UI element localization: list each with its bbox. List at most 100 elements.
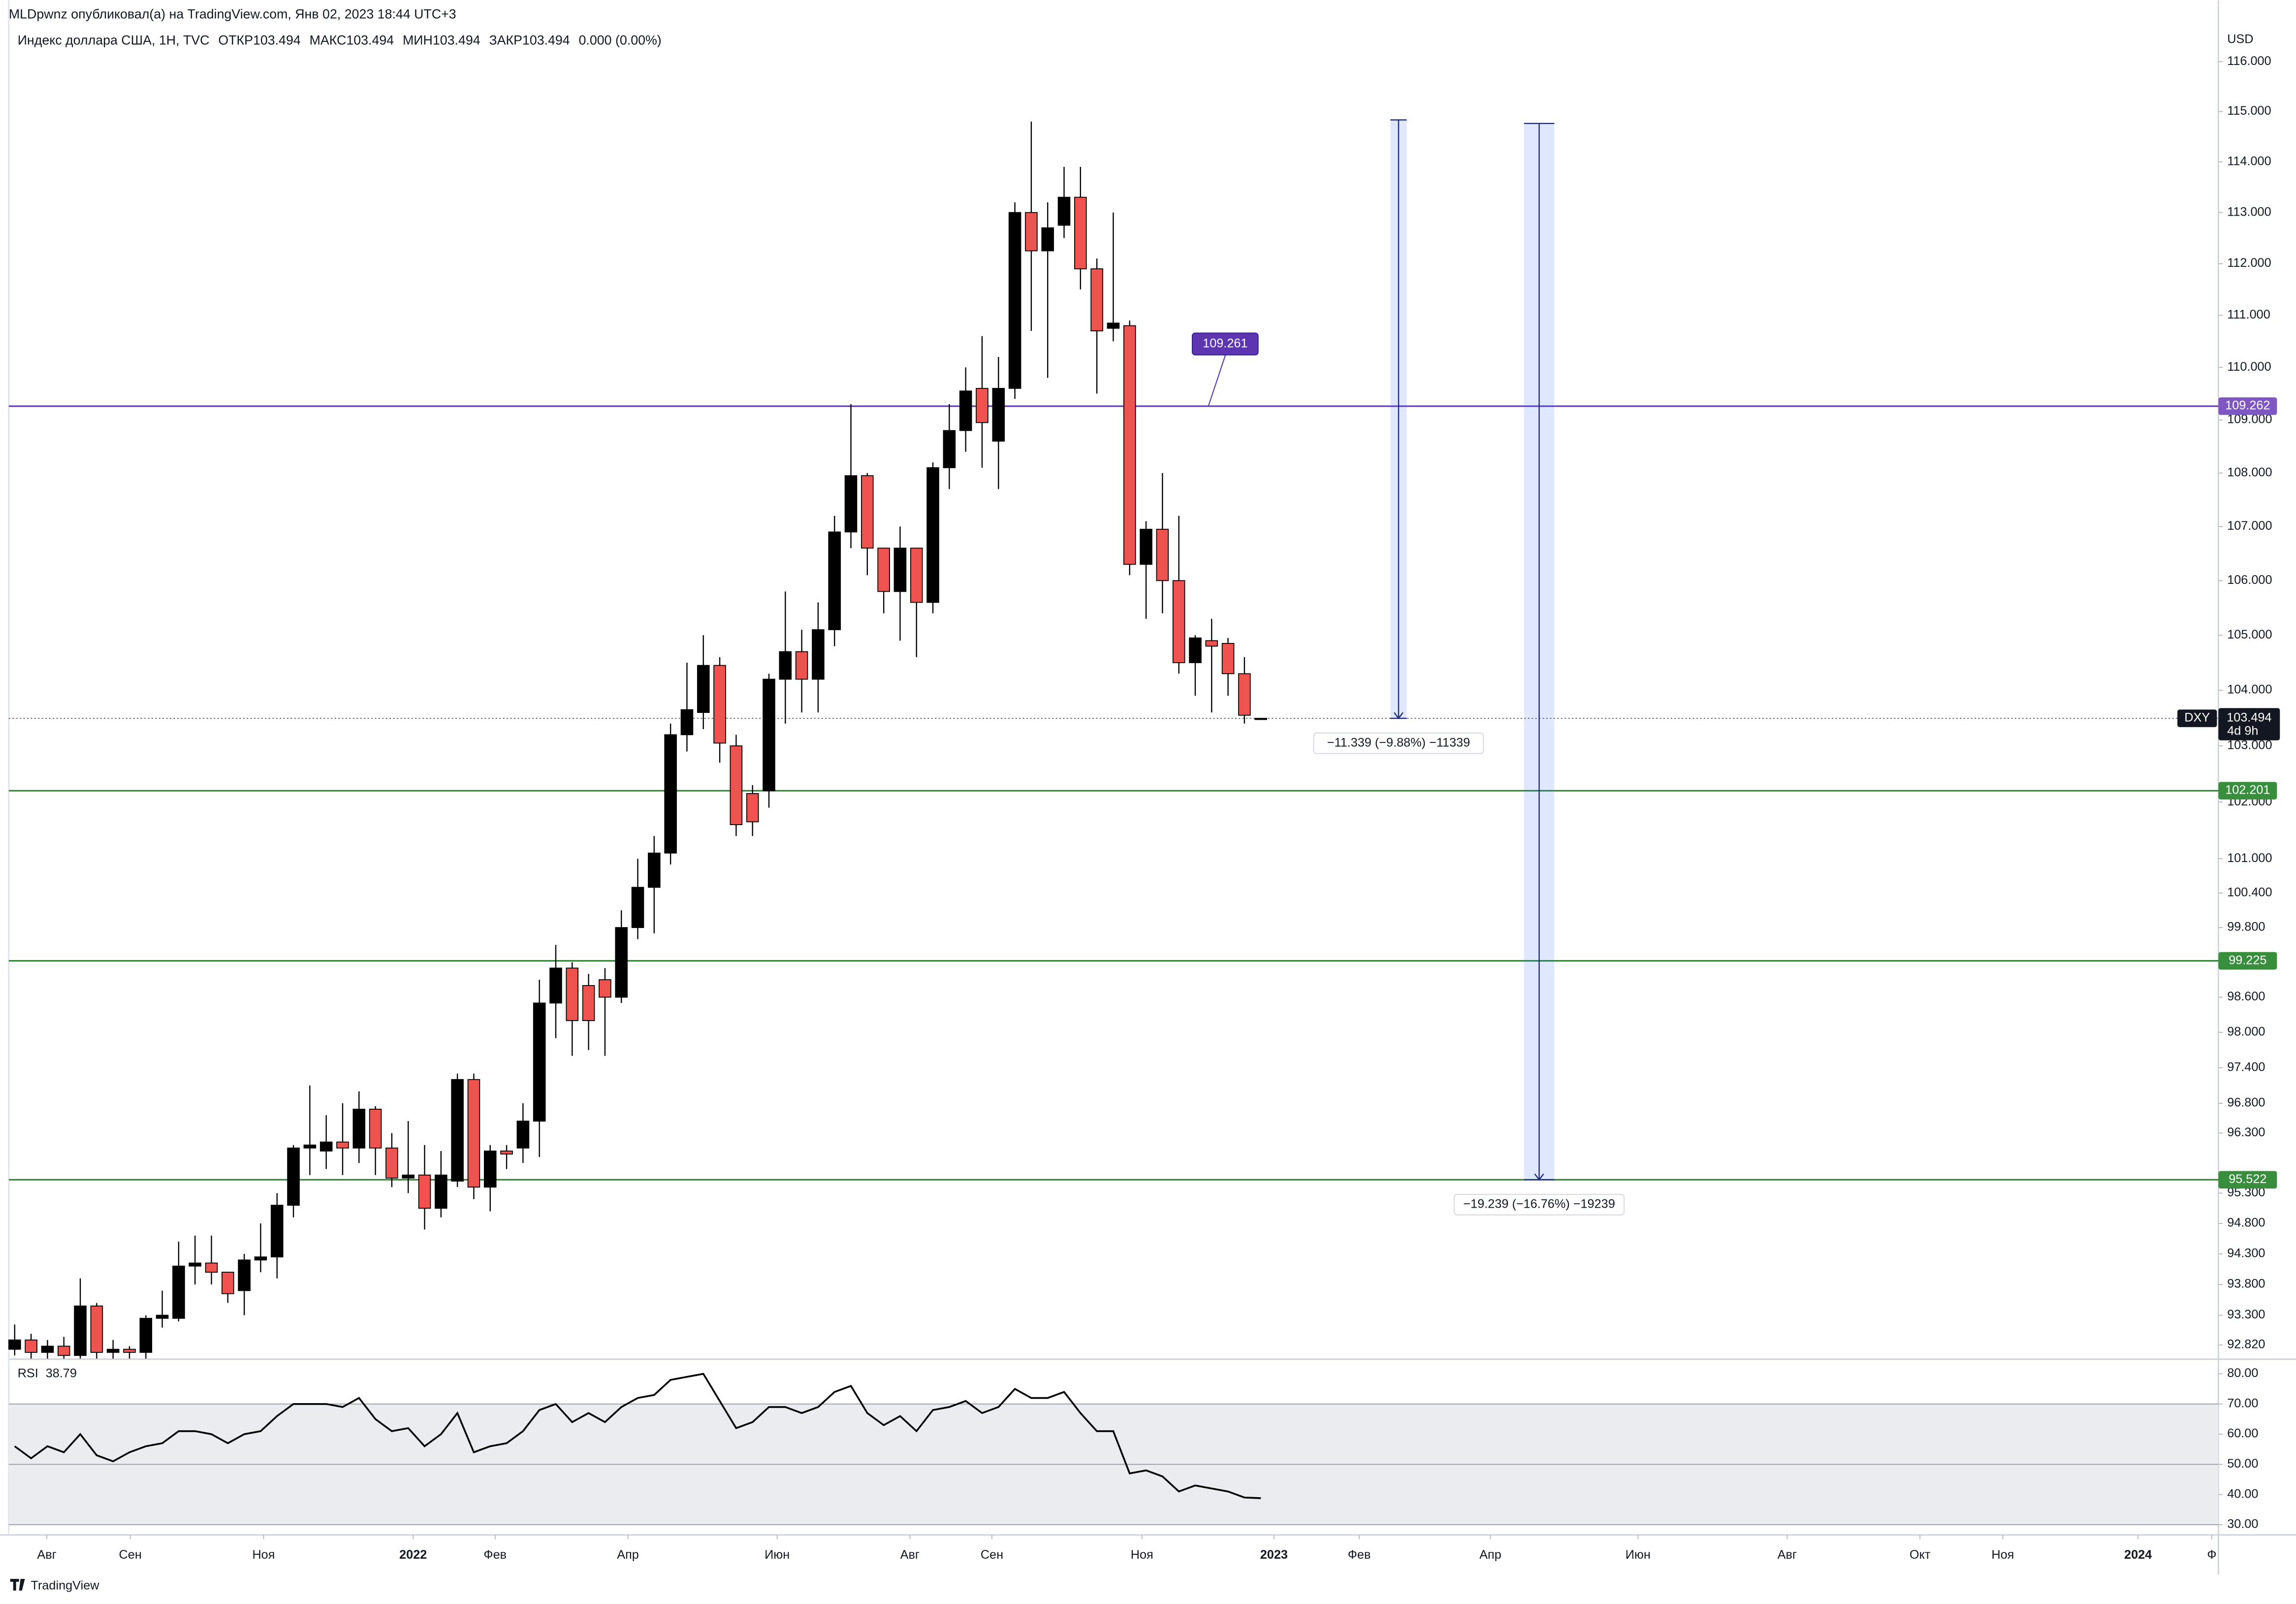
candle-body xyxy=(172,1265,185,1319)
logo-mark xyxy=(10,1578,25,1591)
x-tick-label: 2022 xyxy=(399,1548,427,1562)
symbol-box xyxy=(2177,709,2217,727)
x-tick-label: Авг xyxy=(37,1548,57,1562)
currency: USD xyxy=(2227,32,2253,46)
candle-body xyxy=(254,1256,267,1261)
candle-body xyxy=(926,467,939,603)
candle-body xyxy=(369,1109,382,1149)
candle-body xyxy=(74,1305,87,1356)
candle-body xyxy=(41,1346,54,1353)
callout-label: 109.261 xyxy=(1203,336,1247,350)
price-label: 109.262 xyxy=(2225,399,2270,413)
measure-arrow xyxy=(1394,712,1403,720)
y-tick-label: 103.000 xyxy=(2227,738,2272,752)
brand: TradingView xyxy=(31,1579,99,1593)
rsi-y-tick-label: 60.00 xyxy=(2227,1427,2258,1441)
candle-body xyxy=(680,709,694,736)
y-tick-label: 97.400 xyxy=(2227,1060,2265,1074)
x-tick-label: Июн xyxy=(765,1548,790,1562)
candle-body xyxy=(205,1262,218,1273)
measure-label: −11.339 (−9.88%) −11339 xyxy=(1327,736,1470,749)
candle-body xyxy=(1189,637,1202,663)
y-tick-label: 93.300 xyxy=(2227,1308,2265,1321)
candle-body xyxy=(1008,212,1021,389)
candle-body xyxy=(844,475,858,533)
y-tick-label: 116.000 xyxy=(2227,54,2271,68)
candle-body xyxy=(533,1002,546,1122)
callout-pointer xyxy=(1208,353,1227,407)
x-tick-label: Окт xyxy=(1910,1548,1931,1562)
y-tick-label: 108.000 xyxy=(2227,465,2272,479)
candle-body xyxy=(877,547,890,592)
candle-body xyxy=(648,852,661,888)
candle-body xyxy=(631,887,644,928)
y-tick-label: 96.300 xyxy=(2227,1125,2265,1139)
candle-body xyxy=(139,1317,153,1353)
change: 0.000 (0.00%) xyxy=(579,33,662,48)
y-tick-label: 111.000 xyxy=(2227,308,2270,321)
candle-body xyxy=(1205,640,1218,647)
y-tick-label: 106.000 xyxy=(2227,573,2272,587)
candle-body xyxy=(106,1348,120,1353)
candle-body xyxy=(1238,673,1251,716)
candle-body xyxy=(910,547,923,603)
close-label: ЗАКР xyxy=(489,33,522,48)
candle-body xyxy=(1140,529,1152,565)
high-label: МАКС xyxy=(310,33,347,48)
candle-body xyxy=(319,1141,333,1152)
candle-body xyxy=(943,430,956,468)
x-tick-label: Апр xyxy=(1479,1548,1501,1562)
candle-body xyxy=(222,1272,234,1294)
brand-logo: TradingView xyxy=(10,1579,99,1593)
candle-body xyxy=(418,1174,431,1209)
y-tick-label: 113.000 xyxy=(2227,205,2271,219)
candle-body xyxy=(1041,227,1054,252)
symbol-label: DXY xyxy=(2184,711,2210,725)
candle-body xyxy=(1172,580,1185,663)
candle-body xyxy=(336,1141,349,1149)
price-label-box xyxy=(2218,782,2277,800)
measure-label: −19.239 (−16.76%) −19239 xyxy=(1463,1197,1615,1211)
candle-body xyxy=(763,678,775,792)
candle-body xyxy=(238,1259,251,1291)
price-label: 102.201 xyxy=(2225,783,2270,797)
y-tick-label: 105.000 xyxy=(2227,628,2272,642)
y-tick-label: 104.000 xyxy=(2227,683,2272,697)
x-tick-label: Сен xyxy=(119,1548,142,1562)
x-tick-label: Фев xyxy=(1348,1548,1371,1562)
y-tick-label: 98.600 xyxy=(2227,990,2265,1003)
candle-body xyxy=(1156,529,1169,581)
x-tick-label: Фев xyxy=(483,1548,507,1562)
rsi-y-tick-label: 30.00 xyxy=(2227,1517,2258,1531)
candle-body xyxy=(451,1079,464,1182)
candle-body xyxy=(467,1079,480,1188)
candle-body xyxy=(402,1174,415,1179)
candle-body xyxy=(779,651,792,680)
candle-body xyxy=(976,387,989,423)
candle-body xyxy=(8,1339,21,1350)
candle-body xyxy=(582,985,595,1021)
candle-body xyxy=(352,1109,366,1149)
candle-body xyxy=(1254,718,1267,720)
y-tick-label: 115.000 xyxy=(2227,104,2271,118)
callout-box xyxy=(1192,332,1259,355)
measure-label-box xyxy=(1313,732,1484,754)
candle-body xyxy=(303,1144,317,1149)
rsi-y-tick-label: 80.00 xyxy=(2227,1366,2258,1380)
candle-body xyxy=(1123,325,1136,565)
candle-body xyxy=(549,967,562,1004)
candle-body xyxy=(123,1348,136,1353)
candle-body xyxy=(483,1151,497,1188)
rsi-legend: RSI 38.79 xyxy=(18,1366,77,1380)
candle-body xyxy=(1221,642,1235,674)
x-tick-label: 2024 xyxy=(2124,1548,2152,1562)
candle-body xyxy=(664,734,677,854)
x-tick-label: Ноя xyxy=(1131,1548,1153,1562)
countdown: 4d 9h xyxy=(2227,724,2258,738)
y-tick-label: 98.000 xyxy=(2227,1025,2265,1039)
price-label-box xyxy=(2218,952,2277,970)
x-tick-label: 2023 xyxy=(1260,1548,1288,1562)
price-label-box xyxy=(2218,397,2277,415)
y-tick-label: 101.000 xyxy=(2227,851,2272,865)
